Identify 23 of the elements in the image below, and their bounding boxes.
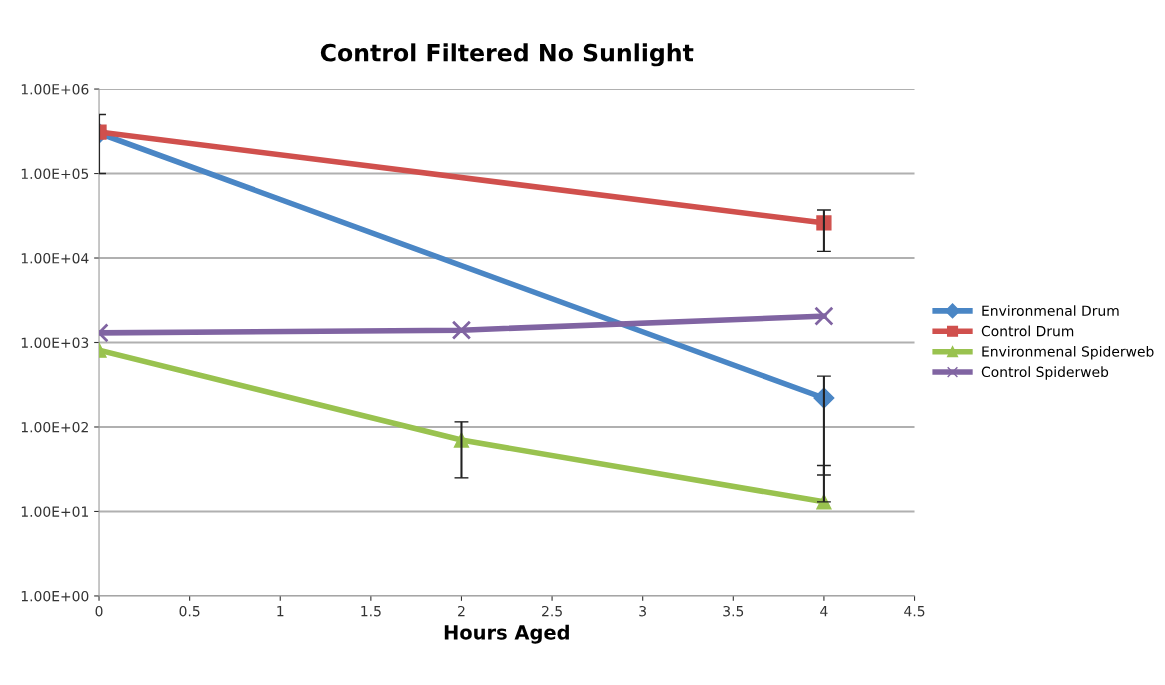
legend-label: Control Drum [981, 325, 1074, 337]
x-axis-title: Hours Aged [444, 624, 569, 644]
y-tick-label: 1.00E+06 [21, 84, 89, 95]
y-tick-label: 1.00E+00 [21, 590, 89, 602]
y-tick-label: 1.00E+02 [21, 421, 88, 433]
y-tick-label: 1.00E+04 [21, 252, 89, 264]
y-tick-label: 1.00E+03 [21, 337, 89, 348]
x-tick-label: 1.5 [361, 606, 381, 617]
y-tick-label: 1.00E+01 [21, 506, 89, 517]
legend-label: Environmenal Spiderweb [982, 345, 1154, 360]
x-tick-label: 4.5 [904, 606, 925, 617]
x-tick-label: 1 [277, 606, 284, 617]
legend-label: Control Spiderweb [981, 366, 1109, 380]
x-tick-label: 3.5 [723, 605, 744, 617]
x-tick-label: 0 [95, 605, 103, 617]
x-tick-label: 0.5 [179, 605, 200, 617]
y-tick-label: 1.00E+05 [21, 168, 89, 180]
x-tick-label: 2.5 [542, 605, 562, 617]
x-tick-label: 4 [820, 606, 828, 617]
x-tick-label: 3 [639, 605, 646, 617]
chart-title: Control Filtered No Sunlight [320, 43, 694, 67]
legend-label: Environmenal Drum [982, 305, 1119, 316]
x-tick-label: 2 [458, 605, 465, 617]
